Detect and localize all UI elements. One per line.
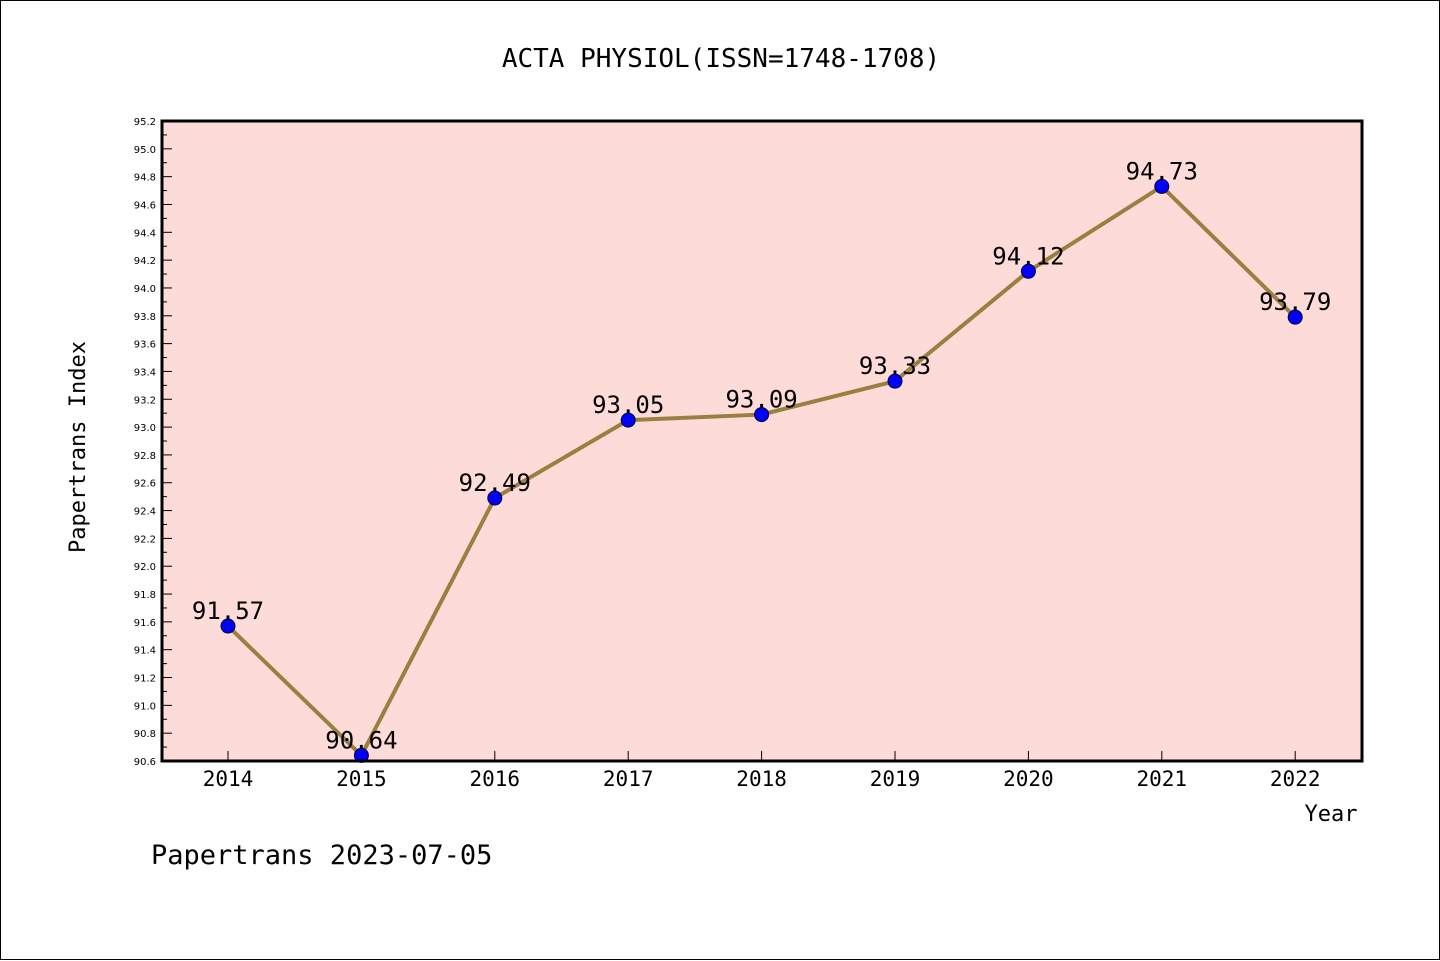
data-point bbox=[1020, 263, 1036, 279]
x-tick-label: 2017 bbox=[603, 767, 654, 791]
data-markers bbox=[220, 178, 1303, 763]
plot-border bbox=[160, 119, 1364, 763]
y-tick-label: 93.0 bbox=[134, 423, 156, 434]
data-label: 93.05 bbox=[592, 391, 664, 419]
y-tick-label: 95.0 bbox=[134, 145, 156, 156]
data-point bbox=[887, 373, 903, 389]
data-point bbox=[220, 618, 236, 634]
y-tick-label: 91.8 bbox=[134, 590, 156, 601]
x-tick-label: 2019 bbox=[870, 767, 921, 791]
x-tick-label: 2018 bbox=[736, 767, 787, 791]
y-axis-ticks: 90.6 90.8 91.0 91.2 91.4 91.6 91.8 92.0 92.2 92.4… bbox=[134, 117, 172, 768]
y-tick-label: 92.2 bbox=[134, 534, 156, 545]
data-label: 92.49 bbox=[459, 469, 531, 497]
data-label: 93.79 bbox=[1259, 288, 1331, 316]
y-tick-label: 94.0 bbox=[134, 284, 156, 295]
x-tick-label: 2021 bbox=[1137, 767, 1188, 791]
y-tick-label: 94.4 bbox=[134, 228, 156, 239]
y-tick-label: 94.6 bbox=[134, 200, 156, 211]
data-label: 93.33 bbox=[859, 352, 931, 380]
y-tick-label: 92.0 bbox=[134, 562, 156, 573]
plot-area bbox=[162, 121, 1362, 761]
data-label: 94.73 bbox=[1126, 157, 1198, 185]
data-label: 93.09 bbox=[725, 386, 797, 414]
data-point bbox=[620, 412, 636, 428]
x-axis-label: Year bbox=[1305, 802, 1358, 827]
x-tick-label: 2016 bbox=[470, 767, 521, 791]
footer-date: Papertrans 2023-07-05 bbox=[151, 840, 492, 871]
chart-title: ACTA PHYSIOL(ISSN=1748-1708) bbox=[502, 44, 940, 74]
x-tick-label: 2020 bbox=[1003, 767, 1054, 791]
y-tick-label: 91.4 bbox=[134, 646, 156, 657]
data-point bbox=[754, 407, 770, 423]
y-tick-label: 93.6 bbox=[134, 340, 156, 351]
data-point bbox=[1154, 178, 1170, 194]
x-axis-ticks: 2014 2015 2016 2017 2018 2019 2020 2021 2022 bbox=[203, 751, 1321, 791]
y-tick-label: 95.2 bbox=[134, 117, 156, 128]
y-tick-label: 92.6 bbox=[134, 479, 156, 490]
y-tick-label: 92.8 bbox=[134, 451, 156, 462]
data-labels: 91.57 90.64 92.49 93.05 93.09 93.33 94.12 94.73… bbox=[192, 157, 1331, 754]
y-tick-label: 93.4 bbox=[134, 367, 156, 378]
y-tick-label: 91.2 bbox=[134, 674, 156, 685]
y-tick-label: 92.4 bbox=[134, 507, 156, 518]
y-tick-label: 93.2 bbox=[134, 395, 156, 406]
y-tick-label: 93.8 bbox=[134, 312, 156, 323]
data-point bbox=[1287, 309, 1303, 325]
y-tick-label: 90.8 bbox=[134, 729, 156, 740]
data-label: 91.57 bbox=[192, 597, 264, 625]
y-tick-label: 94.2 bbox=[134, 256, 156, 267]
y-tick-label: 91.6 bbox=[134, 618, 156, 629]
y-axis-label: Papertrans Index bbox=[66, 341, 91, 553]
y-tick-label: 94.8 bbox=[134, 173, 156, 184]
data-label: 94.12 bbox=[992, 242, 1064, 270]
x-tick-label: 2022 bbox=[1270, 767, 1321, 791]
y-tick-label: 91.0 bbox=[134, 701, 156, 712]
data-point bbox=[487, 490, 503, 506]
data-label: 90.64 bbox=[325, 726, 397, 754]
x-tick-label: 2014 bbox=[203, 767, 254, 791]
y-tick-label: 90.6 bbox=[134, 757, 156, 768]
x-tick-label: 2015 bbox=[336, 767, 387, 791]
